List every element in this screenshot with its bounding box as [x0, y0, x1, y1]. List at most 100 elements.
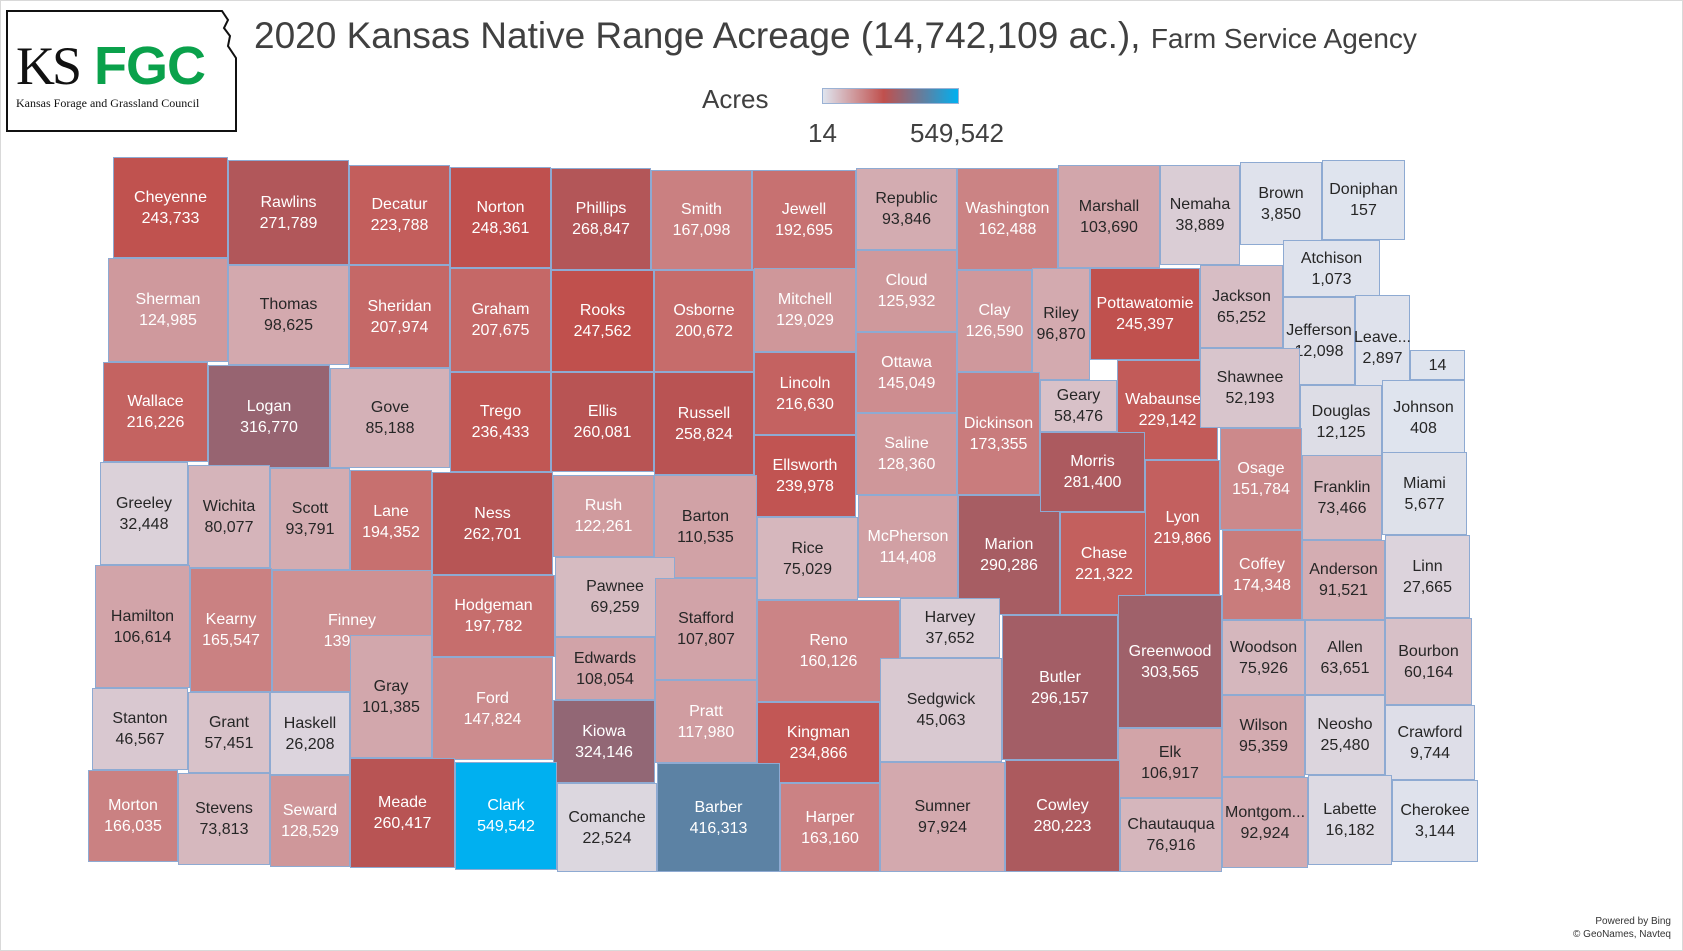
county-anderson[interactable]: Anderson 91,521	[1302, 540, 1385, 620]
county-seward[interactable]: Seward 128,529	[270, 775, 350, 867]
county-nemaha[interactable]: Nemaha 38,889	[1160, 165, 1240, 265]
county-dickinson[interactable]: Dickinson 173,355	[957, 372, 1040, 495]
county-sherman[interactable]: Sherman 124,985	[108, 258, 228, 362]
county-scott[interactable]: Scott 93,791	[270, 468, 350, 570]
county-chautauqua[interactable]: Chautauqua 76,916	[1120, 798, 1222, 872]
county-miami[interactable]: Miami 5,677	[1382, 452, 1467, 535]
county-cheyenne[interactable]: Cheyenne 243,733	[113, 157, 228, 258]
county-wyandotte[interactable]: 14	[1410, 350, 1465, 380]
county-harvey[interactable]: Harvey 37,652	[900, 598, 1000, 658]
county-jackson[interactable]: Jackson 65,252	[1200, 265, 1283, 348]
county-washington[interactable]: Washington 162,488	[957, 168, 1058, 270]
county-butler[interactable]: Butler 296,157	[1002, 615, 1118, 760]
county-hodgeman[interactable]: Hodgeman 197,782	[432, 575, 555, 657]
county-montgom[interactable]: Montgom... 92,924	[1222, 777, 1308, 868]
county-meade[interactable]: Meade 260,417	[350, 758, 455, 868]
county-greeley[interactable]: Greeley 32,448	[100, 462, 188, 565]
county-wichita[interactable]: Wichita 80,077	[188, 465, 270, 568]
county-name: Crawford	[1397, 723, 1463, 741]
county-linn[interactable]: Linn 27,665	[1385, 535, 1470, 618]
county-comanche[interactable]: Comanche 22,524	[557, 783, 657, 872]
county-shawnee[interactable]: Shawnee 52,193	[1200, 348, 1300, 428]
county-kiowa[interactable]: Kiowa 324,146	[553, 700, 655, 783]
county-riley[interactable]: Riley 96,870	[1032, 268, 1090, 380]
county-osage[interactable]: Osage 151,784	[1220, 428, 1302, 530]
county-mcpherson[interactable]: McPherson 114,408	[858, 495, 958, 598]
county-logan[interactable]: Logan 316,770	[208, 365, 330, 468]
county-osborne[interactable]: Osborne 200,672	[654, 270, 754, 372]
county-elk[interactable]: Elk 106,917	[1118, 728, 1222, 798]
county-lyon[interactable]: Lyon 219,866	[1145, 460, 1220, 595]
county-smith[interactable]: Smith 167,098	[651, 170, 752, 270]
county-allen[interactable]: Allen 63,651	[1305, 620, 1385, 695]
county-pratt[interactable]: Pratt 117,980	[655, 680, 757, 763]
county-ellsworth[interactable]: Ellsworth 239,978	[754, 435, 856, 517]
county-decatur[interactable]: Decatur 223,788	[349, 165, 450, 265]
county-acres: 239,978	[776, 478, 834, 495]
county-labette[interactable]: Labette 16,182	[1308, 775, 1392, 865]
county-sedgwick[interactable]: Sedgwick 45,063	[880, 658, 1002, 762]
county-lincoln[interactable]: Lincoln 216,630	[754, 352, 856, 435]
county-hamilton[interactable]: Hamilton 106,614	[95, 565, 190, 688]
county-stevens[interactable]: Stevens 73,813	[178, 773, 270, 865]
county-barber[interactable]: Barber 416,313	[657, 763, 780, 872]
county-brown[interactable]: Brown 3,850	[1240, 162, 1322, 245]
county-crawford[interactable]: Crawford 9,744	[1385, 705, 1475, 780]
county-trego[interactable]: Trego 236,433	[450, 372, 551, 472]
county-clay[interactable]: Clay 126,590	[957, 270, 1032, 372]
county-saline[interactable]: Saline 128,360	[856, 413, 957, 495]
county-harper[interactable]: Harper 163,160	[780, 783, 880, 872]
county-marion[interactable]: Marion 290,286	[958, 495, 1060, 615]
county-mitchell[interactable]: Mitchell 129,029	[754, 268, 856, 352]
county-graham[interactable]: Graham 207,675	[450, 268, 551, 372]
county-stanton[interactable]: Stanton 46,567	[92, 688, 188, 770]
county-bourbon[interactable]: Bourbon 60,164	[1385, 618, 1472, 705]
county-pottawatomie[interactable]: Pottawatomie 245,397	[1090, 268, 1200, 360]
county-geary[interactable]: Geary 58,476	[1040, 380, 1117, 432]
county-lane[interactable]: Lane 194,352	[350, 470, 432, 573]
county-cowley[interactable]: Cowley 280,223	[1005, 760, 1120, 872]
county-norton[interactable]: Norton 248,361	[450, 167, 551, 268]
county-haskell[interactable]: Haskell 26,208	[270, 692, 350, 775]
county-ford[interactable]: Ford 147,824	[432, 657, 553, 760]
county-rush[interactable]: Rush 122,261	[553, 475, 654, 557]
county-cloud[interactable]: Cloud 125,932	[856, 250, 957, 332]
county-atchison[interactable]: Atchison 1,073	[1283, 240, 1380, 297]
county-rice[interactable]: Rice 75,029	[757, 517, 858, 600]
county-stafford[interactable]: Stafford 107,807	[655, 578, 757, 680]
county-phillips[interactable]: Phillips 268,847	[551, 168, 651, 270]
county-sumner[interactable]: Sumner 97,924	[880, 762, 1005, 872]
county-name: Bourbon	[1398, 642, 1459, 660]
county-douglas[interactable]: Douglas 12,125	[1300, 385, 1382, 458]
county-edwards[interactable]: Edwards 108,054	[555, 637, 655, 700]
county-franklin[interactable]: Franklin 73,466	[1302, 455, 1382, 540]
county-jewell[interactable]: Jewell 192,695	[752, 170, 856, 270]
county-johnson[interactable]: Johnson 408	[1382, 380, 1465, 455]
county-ottawa[interactable]: Ottawa 145,049	[856, 332, 957, 413]
county-morris[interactable]: Morris 281,400	[1040, 432, 1145, 512]
county-grant[interactable]: Grant 57,451	[188, 692, 270, 773]
county-neosho[interactable]: Neosho 25,480	[1305, 695, 1385, 775]
county-gray[interactable]: Gray 101,385	[350, 635, 432, 758]
county-sheridan[interactable]: Sheridan 207,974	[349, 265, 450, 368]
county-reno[interactable]: Reno 160,126	[757, 600, 900, 702]
county-ellis[interactable]: Ellis 260,081	[551, 372, 654, 472]
county-marshall[interactable]: Marshall 103,690	[1058, 165, 1160, 268]
county-doniphan[interactable]: Doniphan 157	[1322, 160, 1405, 240]
county-wilson[interactable]: Wilson 95,359	[1222, 695, 1305, 777]
county-coffey[interactable]: Coffey 174,348	[1222, 530, 1302, 620]
county-gove[interactable]: Gove 85,188	[330, 368, 450, 468]
county-rooks[interactable]: Rooks 247,562	[551, 270, 654, 372]
county-wallace[interactable]: Wallace 216,226	[103, 362, 208, 462]
county-cherokee[interactable]: Cherokee 3,144	[1392, 780, 1478, 862]
county-greenwood[interactable]: Greenwood 303,565	[1118, 595, 1222, 728]
county-ness[interactable]: Ness 262,701	[432, 472, 553, 575]
county-republic[interactable]: Republic 93,846	[856, 168, 957, 250]
county-thomas[interactable]: Thomas 98,625	[228, 265, 349, 365]
county-kearny[interactable]: Kearny 165,547	[190, 568, 272, 692]
county-woodson[interactable]: Woodson 75,926	[1222, 620, 1305, 695]
county-rawlins[interactable]: Rawlins 271,789	[228, 160, 349, 265]
county-russell[interactable]: Russell 258,824	[654, 372, 754, 475]
county-morton[interactable]: Morton 166,035	[88, 770, 178, 862]
county-clark[interactable]: Clark 549,542	[455, 762, 557, 870]
